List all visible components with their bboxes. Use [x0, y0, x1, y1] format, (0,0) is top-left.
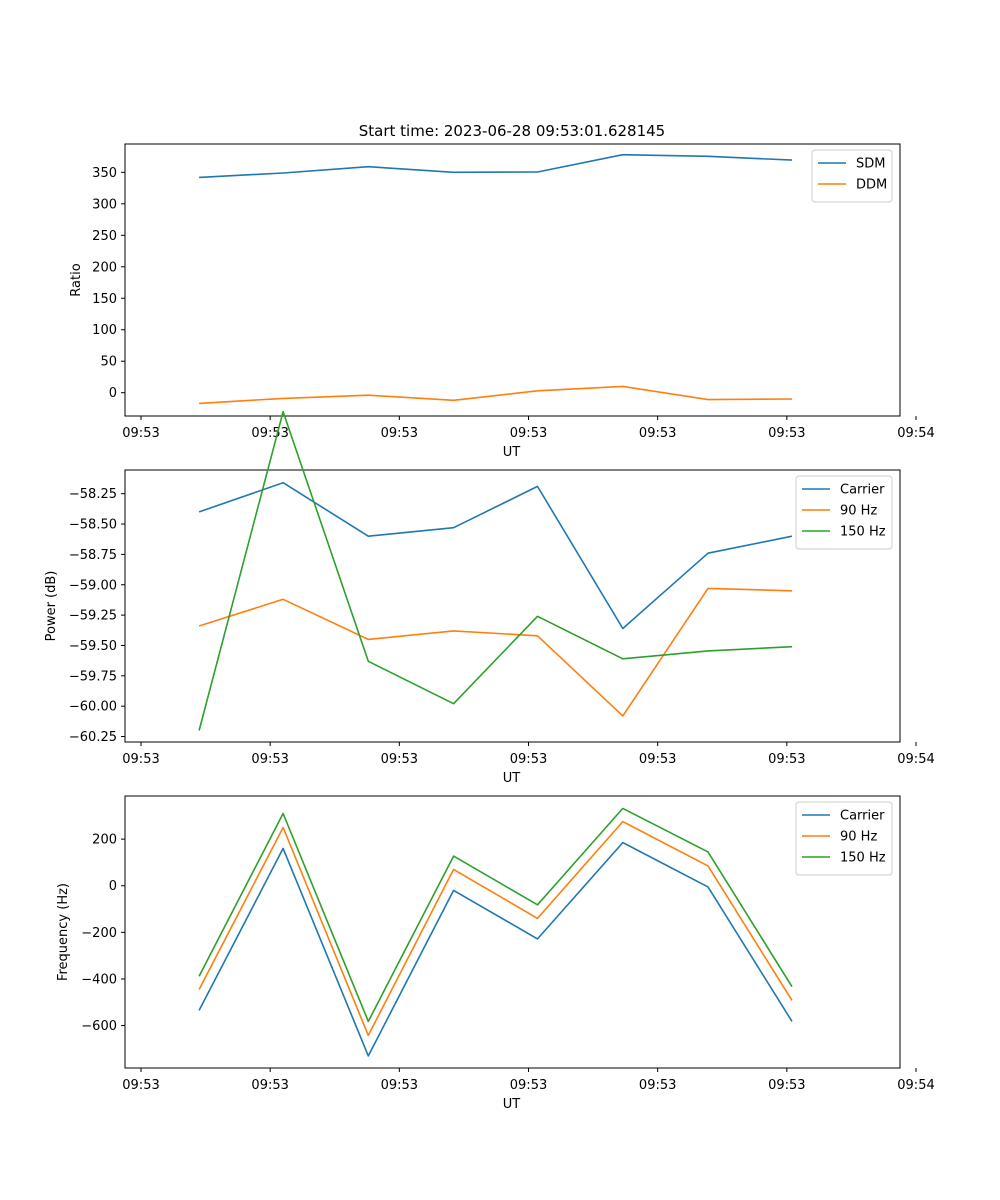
y-tick-label: 300	[92, 197, 117, 212]
x-tick-label: 09:53	[251, 426, 288, 441]
y-tick-label: 50	[100, 355, 117, 370]
x-tick-label: 09:53	[768, 1078, 805, 1093]
y-tick-label: 350	[92, 166, 117, 181]
legend-label: 150 Hz	[840, 851, 886, 866]
x-tick-label: 09:54	[897, 752, 934, 767]
axes-frame	[124, 469, 901, 743]
x-tick-label: 09:54	[897, 1078, 934, 1093]
x-tick-label: 09:53	[639, 1078, 676, 1093]
y-tick-label: 100	[92, 323, 117, 338]
y-tick-label: 200	[92, 833, 117, 848]
y-tick-label: 200	[92, 260, 117, 275]
y-tick-label: −58.25	[69, 487, 117, 502]
y-tick-label: −200	[81, 926, 117, 941]
x-axis-label: UT	[503, 1097, 521, 1112]
legend-label: SDM	[856, 157, 885, 172]
y-axis-label: Frequency (Hz)	[56, 883, 71, 981]
x-tick-label: 09:53	[510, 1078, 547, 1093]
y-tick-label: −400	[81, 972, 117, 987]
y-tick-label: −60.25	[69, 730, 117, 745]
legend-label: 150 Hz	[840, 525, 886, 540]
y-axis-label: Ratio	[69, 263, 84, 296]
y-tick-label: −60.00	[69, 700, 117, 715]
y-tick-label: −59.75	[69, 669, 117, 684]
figure-title: Start time: 2023-06-28 09:53:01.628145	[359, 122, 665, 140]
series-line-90-hz	[198, 587, 793, 717]
x-tick-label: 09:53	[768, 752, 805, 767]
y-tick-label: −59.50	[69, 639, 117, 654]
y-axis-label: Power (dB)	[44, 571, 59, 642]
y-tick-label: −58.50	[69, 518, 117, 533]
y-tick-label: −59.00	[69, 578, 117, 593]
legend-label: 90 Hz	[840, 830, 877, 845]
x-axis-label: UT	[503, 771, 521, 786]
legend-label: 90 Hz	[840, 504, 877, 519]
series-line-sdm	[199, 153, 793, 179]
x-tick-label: 09:53	[381, 1078, 418, 1093]
chart-panel-1: 0 50 100 150 200 250 300 350 09:53 09:53 09:53 09:5…	[69, 143, 935, 460]
chart-panel-2: −58.25 −58.50 −58.75 −59.00 −59.25 −59.50 −59.…	[44, 410, 935, 786]
x-tick-label: 09:53	[251, 752, 288, 767]
series-line-90-hz	[198, 820, 793, 1037]
axes-frame	[124, 143, 901, 417]
x-tick-label: 09:53	[251, 1078, 288, 1093]
y-tick-label: 0	[109, 879, 117, 894]
x-tick-label: 09:53	[122, 752, 159, 767]
legend-label: Carrier	[840, 483, 885, 498]
series-line-150-hz	[198, 410, 793, 731]
series-line-carrier	[198, 481, 793, 630]
x-tick-label: 09:53	[122, 1078, 159, 1093]
y-tick-label: −59.25	[69, 609, 117, 624]
legend-label: Carrier	[840, 809, 885, 824]
x-tick-label: 09:53	[768, 426, 805, 441]
series-line-carrier	[198, 841, 793, 1057]
x-axis-label: UT	[503, 445, 521, 460]
x-tick-label: 09:53	[381, 426, 418, 441]
x-tick-label: 09:53	[510, 426, 547, 441]
legend-label: DDM	[856, 178, 887, 193]
y-tick-label: −58.75	[69, 548, 117, 563]
series-line-150-hz	[198, 807, 793, 1023]
x-tick-label: 09:53	[122, 426, 159, 441]
series-line-ddm	[199, 385, 793, 405]
y-tick-label: 250	[92, 229, 117, 244]
x-tick-label: 09:53	[639, 426, 676, 441]
y-tick-label: 0	[109, 386, 117, 401]
y-tick-label: 150	[92, 292, 117, 307]
x-tick-label: 09:53	[510, 752, 547, 767]
x-tick-label: 09:53	[639, 752, 676, 767]
y-tick-label: −600	[81, 1019, 117, 1034]
x-tick-label: 09:54	[897, 426, 934, 441]
x-tick-label: 09:53	[381, 752, 418, 767]
chart-panel-3: 200 0 −200 −400 −600 09:53 09:53 09:53 09:53 09:5…	[56, 795, 935, 1112]
